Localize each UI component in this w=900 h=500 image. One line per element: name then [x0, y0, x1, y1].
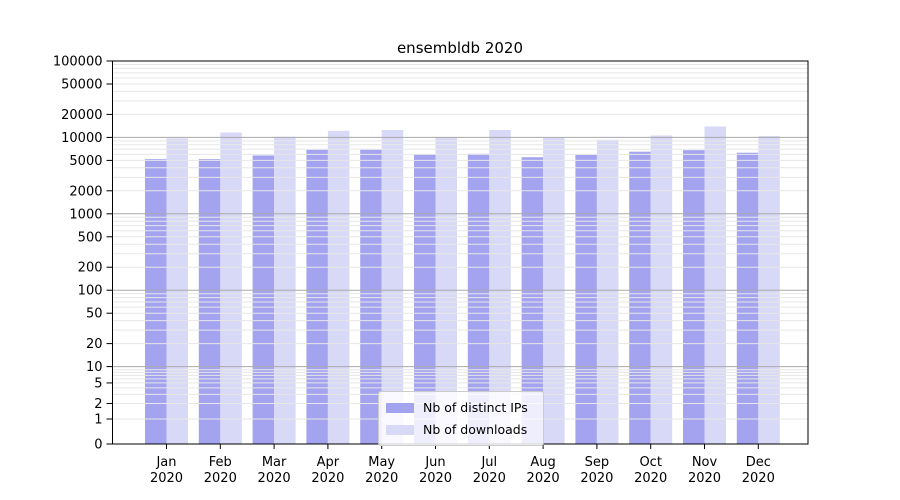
bar-downloads-nov [704, 126, 726, 445]
x-tick-label-year-jul: 2020 [473, 471, 506, 486]
bar-distinct-ips-mar [252, 155, 275, 444]
legend-item-distinct-ips: Nb of distinct IPs [386, 400, 534, 415]
x-tick-label-month-sep: Sep [585, 455, 610, 470]
y-tick-label-20000: 20000 [61, 108, 102, 123]
x-tick-label-year-nov: 2020 [688, 471, 721, 486]
legend-item-downloads: Nb of downloads [386, 422, 534, 437]
x-tick-label-month-mar: Mar [262, 455, 287, 470]
x-tick-label-month-aug: Aug [530, 455, 555, 470]
y-tick-label-500: 500 [78, 230, 103, 245]
y-tick-label-50: 50 [86, 307, 103, 322]
y-tick-label-200: 200 [78, 261, 103, 276]
bar-distinct-ips-may [360, 149, 382, 445]
x-tick-label-month-dec: Dec [746, 455, 771, 470]
bar-distinct-ips-jun [414, 154, 436, 444]
y-tick-label-50000: 50000 [61, 77, 102, 92]
chart-title: ensembldb 2020 [396, 39, 524, 57]
x-tick-label-month-feb: Feb [209, 455, 232, 470]
legend: Nb of distinct IPs Nb of downloads [378, 391, 544, 446]
x-tick-label-month-may: May [368, 455, 395, 470]
y-tick-label-100000: 100000 [53, 55, 103, 70]
y-tick-label-10000: 10000 [61, 131, 102, 146]
x-tick-label-year-feb: 2020 [204, 471, 237, 486]
x-tick-label-month-oct: Oct [639, 455, 661, 470]
y-tick-label-0: 0 [94, 438, 102, 453]
legend-label-downloads: Nb of downloads [423, 422, 528, 437]
x-tick-label-month-nov: Nov [692, 455, 718, 470]
y-tick-label-2000: 2000 [69, 184, 102, 199]
x-tick-label-month-apr: Apr [317, 455, 340, 470]
bar-distinct-ips-jul [467, 153, 490, 445]
y-tick-label-10: 10 [86, 360, 103, 375]
x-tick-label-year-sep: 2020 [580, 471, 613, 486]
bar-downloads-feb [220, 132, 242, 444]
x-tick-label-month-jan: Jan [155, 455, 176, 470]
bar-downloads-apr [327, 130, 350, 444]
x-tick-label-year-mar: 2020 [258, 471, 291, 486]
x-tick-label-year-may: 2020 [365, 471, 398, 486]
x-tick-label-month-jun: Jun [424, 455, 445, 470]
y-tick-label-1000: 1000 [69, 207, 102, 222]
x-tick-label-year-jun: 2020 [419, 471, 452, 486]
x-tick-label-year-aug: 2020 [527, 471, 560, 486]
bar-downloads-aug [543, 137, 565, 445]
y-tick-label-5: 5 [94, 376, 102, 391]
y-tick-label-100: 100 [78, 284, 103, 299]
y-tick-label-1: 1 [94, 413, 102, 428]
y-tick-label-5000: 5000 [69, 154, 102, 169]
x-tick-label-month-jul: Jul [480, 455, 497, 470]
y-tick-label-20: 20 [86, 337, 103, 352]
bar-downloads-jan [166, 138, 188, 444]
x-tick-label-year-jan: 2020 [150, 471, 183, 486]
bar-downloads-sep [596, 139, 619, 444]
x-tick-label-year-dec: 2020 [742, 471, 775, 486]
legend-swatch-distinct-ips [386, 402, 414, 413]
bar-distinct-ips-nov [683, 150, 705, 444]
y-tick-label-2: 2 [94, 397, 102, 412]
bar-distinct-ips-apr [306, 149, 328, 445]
bar-downloads-may [381, 129, 404, 444]
legend-swatch-downloads [386, 424, 414, 435]
bar-distinct-ips-sep [575, 154, 597, 444]
x-tick-label-year-oct: 2020 [634, 471, 667, 486]
x-tick-label-year-apr: 2020 [311, 471, 344, 486]
bar-downloads-jul [489, 129, 511, 444]
legend-label-distinct-ips: Nb of distinct IPs [423, 400, 528, 415]
bar-distinct-ips-dec [736, 152, 759, 444]
